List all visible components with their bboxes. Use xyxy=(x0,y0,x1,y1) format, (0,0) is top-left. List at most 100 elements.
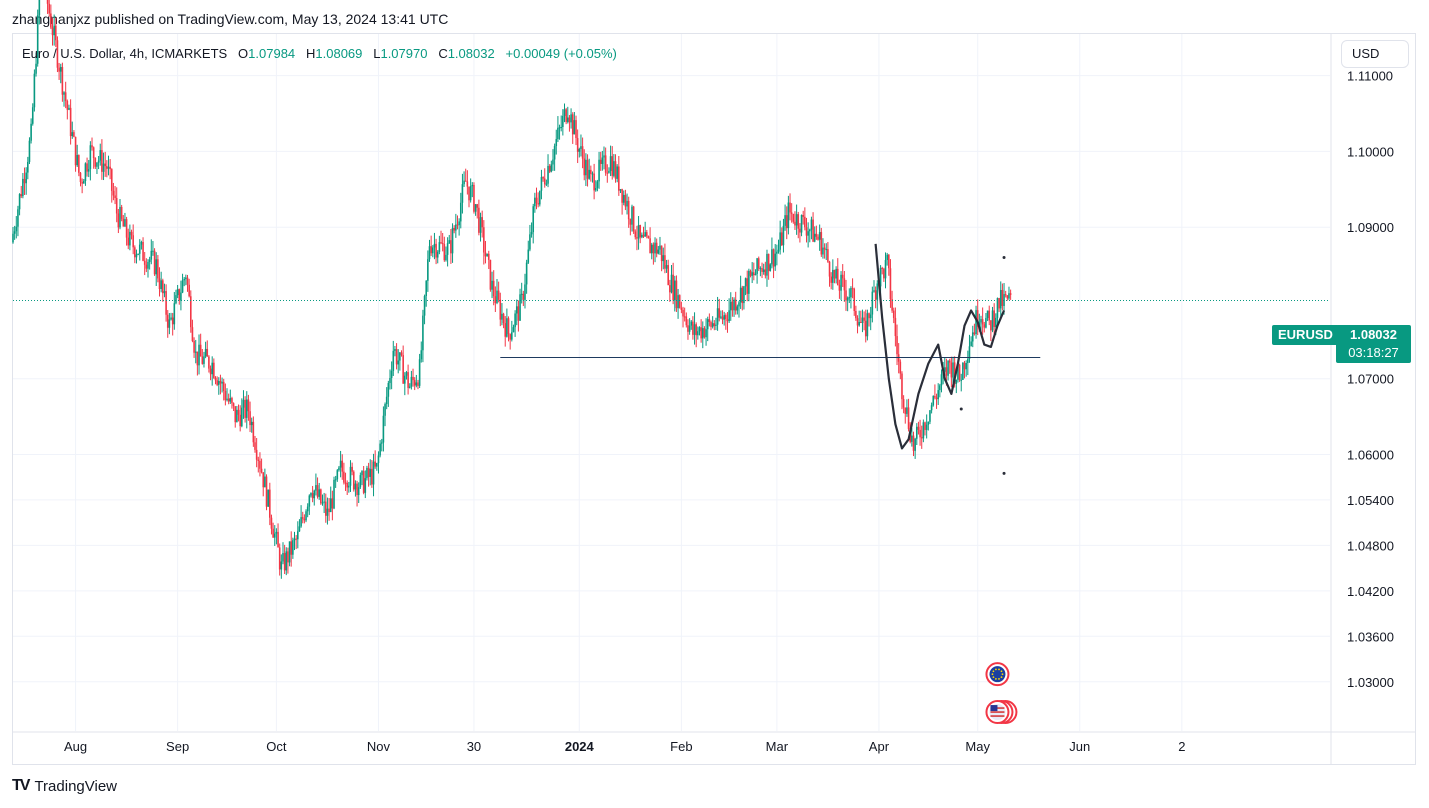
candle-body xyxy=(385,396,388,405)
candle-body xyxy=(655,242,658,254)
candle-body xyxy=(805,227,808,236)
candle-body xyxy=(430,246,432,254)
candle-body xyxy=(193,340,195,353)
candle-body xyxy=(1008,293,1010,299)
candle-body xyxy=(759,268,762,270)
candle-body xyxy=(894,317,897,337)
candle-body xyxy=(36,15,39,64)
candle-body xyxy=(619,189,622,191)
candle-body xyxy=(780,232,783,246)
brand-name: TradingView xyxy=(34,777,117,795)
candle-body xyxy=(336,470,339,480)
candle-body xyxy=(566,117,569,122)
candle-body xyxy=(292,540,294,555)
candle-body xyxy=(71,132,74,137)
candle-body xyxy=(687,325,689,332)
candle-body xyxy=(239,414,241,427)
candle-body xyxy=(18,194,21,210)
candle-body xyxy=(825,249,828,251)
candle-body xyxy=(356,483,358,496)
candle-body xyxy=(609,156,612,171)
candle-body xyxy=(884,260,887,279)
candle-body xyxy=(120,206,123,219)
candle-body xyxy=(73,132,75,137)
chart-frame[interactable] xyxy=(12,33,1416,765)
candle-body xyxy=(372,461,375,485)
candle-body xyxy=(456,224,459,226)
candle-body xyxy=(986,310,989,318)
candle-body xyxy=(46,0,49,4)
x-tick-label: Sep xyxy=(166,739,189,754)
candle-body xyxy=(836,268,839,286)
candle-body xyxy=(374,461,376,467)
candle-body xyxy=(766,253,768,276)
candle-body xyxy=(659,245,661,250)
legend-close: 1.08032 xyxy=(447,46,495,61)
legend-high: 1.08069 xyxy=(315,46,363,61)
candle-body xyxy=(339,460,342,468)
candle-body xyxy=(362,471,365,493)
candle-body xyxy=(22,178,24,197)
candle-body xyxy=(338,467,340,471)
candle-body xyxy=(624,194,627,207)
candle-body xyxy=(892,310,895,318)
candle-body xyxy=(99,150,102,161)
candle-body xyxy=(539,190,541,205)
candle-body xyxy=(744,278,747,287)
candle-body xyxy=(794,221,796,226)
point-marker xyxy=(1002,255,1006,259)
candle-body xyxy=(568,117,571,123)
candle-body xyxy=(553,146,556,160)
candle-body xyxy=(92,147,95,159)
y-tick-label: 1.07000 xyxy=(1347,372,1394,387)
candle-body xyxy=(563,109,566,116)
candle-body xyxy=(813,233,816,242)
candle-body xyxy=(520,293,523,295)
candle-body xyxy=(632,206,635,232)
candle-body xyxy=(303,518,306,521)
legend-change: +0.00049 (+0.05%) xyxy=(505,46,617,61)
y-tick-label: 1.03600 xyxy=(1347,629,1394,644)
candle-body xyxy=(492,280,495,297)
candle-body xyxy=(420,350,423,360)
eu-flag-star xyxy=(992,676,995,679)
eu-flag-star xyxy=(995,678,997,680)
candle-body xyxy=(254,442,256,450)
candle-body xyxy=(715,324,717,327)
candle-body xyxy=(693,324,696,335)
candle-body xyxy=(665,265,668,269)
x-tick-label: 2024 xyxy=(565,739,595,754)
candle-body xyxy=(320,489,322,504)
candle-body xyxy=(387,383,390,397)
candle-body xyxy=(772,249,775,267)
candle-body xyxy=(698,327,701,332)
last-price: 1.08032 xyxy=(1350,327,1397,342)
candle-body xyxy=(779,232,781,250)
drawings[interactable] xyxy=(13,243,1330,475)
candle-body xyxy=(227,398,230,402)
event-flags[interactable] xyxy=(985,662,1018,725)
candle-body xyxy=(924,422,926,430)
tradingview-logo[interactable]: TV TradingView xyxy=(12,777,117,795)
candle-body xyxy=(718,308,721,318)
candle-body xyxy=(459,202,462,222)
candle-body xyxy=(690,321,693,326)
candle-body xyxy=(175,295,177,304)
candle-body xyxy=(973,332,976,335)
candle-body xyxy=(886,254,888,261)
candle-body xyxy=(586,159,589,179)
candle-body xyxy=(491,280,493,290)
candle-body xyxy=(318,489,321,497)
candle-body xyxy=(86,163,88,172)
candle-body xyxy=(555,139,558,147)
currency-selector[interactable]: USD xyxy=(1341,40,1409,68)
candle-body xyxy=(547,165,549,184)
candle-body xyxy=(871,291,874,315)
candle-body xyxy=(830,276,832,283)
candle-body xyxy=(812,219,814,242)
candle-body xyxy=(855,310,857,319)
candle-body xyxy=(652,244,655,254)
candle-body xyxy=(988,310,991,321)
candle-body xyxy=(84,163,87,181)
